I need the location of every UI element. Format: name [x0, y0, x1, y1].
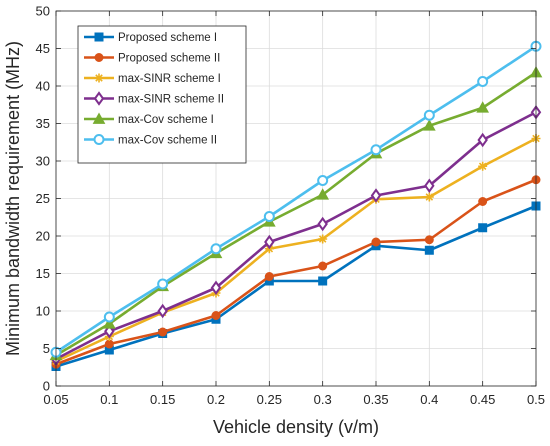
data-point	[211, 311, 221, 320]
data-point	[477, 76, 489, 87]
data-point	[264, 272, 274, 281]
series-line	[55, 71, 537, 357]
data-point	[92, 112, 106, 124]
y-tick-label: 5	[43, 341, 50, 356]
legend-entry: max-Cov scheme II	[84, 134, 217, 147]
y-tick-label: 0	[43, 379, 50, 394]
legend-entry: max-SINR scheme I	[84, 73, 221, 85]
data-point	[424, 178, 435, 193]
data-point	[317, 175, 329, 186]
legend: Proposed scheme I Proposed scheme II max-S…	[77, 25, 247, 164]
data-point	[157, 278, 169, 290]
legend-entry: Proposed scheme II	[84, 53, 220, 65]
x-tick-label: 0.3	[314, 392, 332, 407]
data-point	[478, 223, 488, 233]
x-tick-label: 0.4	[420, 392, 438, 407]
x-tick-label: 0.05	[43, 392, 68, 407]
data-point	[477, 132, 488, 148]
data-point	[103, 311, 115, 323]
series-line	[55, 204, 537, 368]
y-tick-label: 10	[36, 304, 50, 319]
data-point	[210, 243, 222, 255]
data-point	[478, 197, 488, 206]
data-point	[263, 211, 275, 222]
data-point	[264, 234, 275, 250]
y-tick-label: 20	[36, 229, 50, 244]
legend-label: Proposed scheme II	[118, 53, 220, 65]
legend-label: Proposed scheme I	[118, 32, 217, 44]
series-line	[55, 111, 537, 361]
y-tick-label: 15	[36, 266, 50, 281]
x-tick-label: 0.5	[527, 392, 545, 407]
x-tick-label: 0.2	[207, 392, 225, 407]
axis-ticks: 0 5 10 15 20 25 30 35 40 45 50 0.05 0.1 0.15 0.2 0.25 0.…	[36, 4, 546, 408]
series-line	[55, 137, 537, 363]
y-tick-label: 30	[36, 154, 50, 169]
data-point	[317, 216, 328, 232]
y-tick-label: 50	[36, 4, 50, 19]
data-point	[102, 317, 116, 329]
data-point	[158, 327, 168, 337]
series-1	[51, 175, 541, 369]
legend-entry: max-SINR scheme II	[84, 91, 224, 106]
data-point	[371, 237, 381, 247]
data-point	[424, 245, 434, 255]
legend-label: max-Cov scheme I	[118, 114, 214, 126]
x-axis-title: Vehicle density (v/m)	[213, 417, 379, 437]
data-point	[318, 261, 328, 271]
legend-label: max-Cov scheme II	[118, 135, 217, 147]
legend-label: max-SINR scheme I	[118, 73, 221, 85]
y-tick-label: 40	[36, 79, 50, 94]
data-point	[93, 134, 105, 145]
data-point	[370, 188, 382, 203]
y-tick-label: 35	[36, 116, 50, 131]
x-tick-label: 0.45	[470, 392, 495, 407]
data-point	[422, 119, 436, 131]
y-axis-title: Minimum bandwidth requirement (MHz)	[3, 41, 23, 356]
data-point	[424, 235, 434, 245]
data-point	[318, 234, 328, 244]
x-tick-label: 0.35	[363, 392, 388, 407]
legend-entry: Proposed scheme I	[84, 32, 217, 44]
x-tick-label: 0.25	[257, 392, 282, 407]
legend-label: max-SINR scheme II	[118, 94, 224, 106]
data-point	[318, 276, 328, 286]
y-tick-label: 45	[36, 41, 50, 56]
data-point	[424, 192, 434, 202]
data-point	[423, 109, 435, 121]
data-point	[370, 144, 382, 156]
data-point	[478, 161, 488, 171]
x-tick-label: 0.1	[100, 392, 118, 407]
data-point	[93, 91, 105, 106]
legend-entry: max-Cov scheme I	[84, 112, 214, 126]
data-point	[104, 339, 114, 349]
data-point	[94, 73, 104, 83]
data-point	[316, 188, 330, 200]
data-point	[94, 32, 104, 42]
data-point	[476, 101, 490, 113]
y-tick-label: 25	[36, 191, 50, 206]
data-point	[94, 53, 104, 62]
data-point	[157, 303, 168, 319]
series-line	[55, 45, 537, 354]
series-lines	[49, 40, 543, 371]
x-tick-label: 0.15	[150, 392, 175, 407]
data-point	[210, 280, 222, 295]
series-line	[55, 178, 537, 366]
